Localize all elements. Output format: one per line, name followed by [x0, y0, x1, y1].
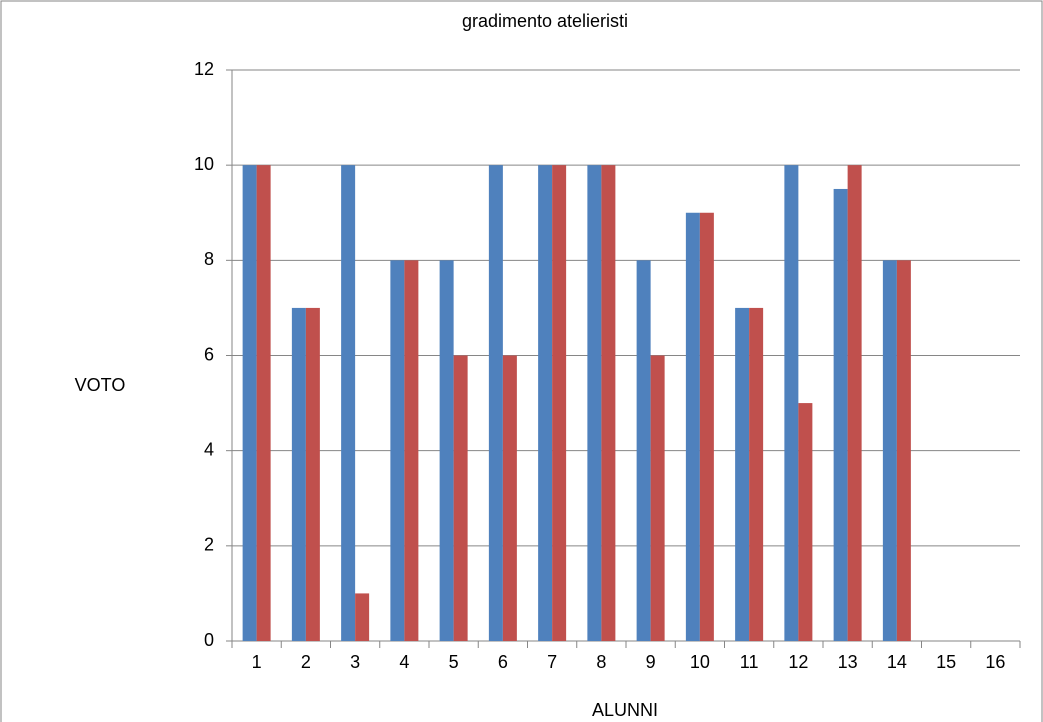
bar: [355, 593, 370, 641]
bar: [256, 165, 271, 641]
bar: [453, 355, 468, 641]
x-tick-label: 9: [646, 652, 656, 672]
x-tick-label: 5: [449, 652, 459, 672]
x-tick-label: 14: [887, 652, 907, 672]
bar: [587, 165, 602, 641]
bar: [882, 260, 897, 641]
y-tick-label: 12: [194, 59, 214, 79]
bar: [784, 165, 799, 641]
x-tick-label: 13: [838, 652, 858, 672]
x-tick-label: 2: [301, 652, 311, 672]
bar: [439, 260, 454, 641]
bar: [798, 403, 813, 641]
bar: [735, 307, 750, 641]
bar: [404, 260, 419, 641]
bar: [341, 165, 356, 641]
y-tick-label: 2: [204, 535, 214, 555]
y-tick-label: 0: [204, 630, 214, 650]
x-tick-label: 3: [350, 652, 360, 672]
bar: [833, 188, 848, 642]
bar: [749, 307, 764, 641]
x-tick-label: 4: [399, 652, 409, 672]
bar: [896, 260, 911, 641]
bar: [650, 355, 665, 641]
bar: [685, 212, 700, 641]
x-tick-label: 1: [252, 652, 262, 672]
y-tick-label: 4: [204, 439, 214, 459]
bar: [390, 260, 405, 641]
y-tick-label: 10: [194, 154, 214, 174]
x-axis-title: ALUNNI: [592, 700, 658, 720]
x-tick-label: 15: [936, 652, 956, 672]
bar: [488, 165, 503, 641]
bar: [699, 212, 714, 641]
x-tick-label: 10: [690, 652, 710, 672]
bar: [502, 355, 517, 641]
x-tick-label: 12: [788, 652, 808, 672]
bar: [242, 165, 257, 641]
x-tick-label: 8: [596, 652, 606, 672]
bar: [552, 165, 567, 641]
y-axis-title: VOTO: [75, 375, 126, 395]
x-tick-label: 7: [547, 652, 557, 672]
bar: [305, 307, 320, 641]
chart-title: gradimento atelieristi: [462, 11, 628, 31]
bar: [601, 165, 616, 641]
bar: [847, 165, 862, 641]
x-tick-label: 6: [498, 652, 508, 672]
y-tick-label: 6: [204, 344, 214, 364]
bar: [291, 307, 306, 641]
x-tick-label: 16: [985, 652, 1005, 672]
y-tick-label: 8: [204, 249, 214, 269]
bar: [538, 165, 553, 641]
x-tick-label: 11: [740, 652, 759, 672]
bar: [636, 260, 651, 641]
